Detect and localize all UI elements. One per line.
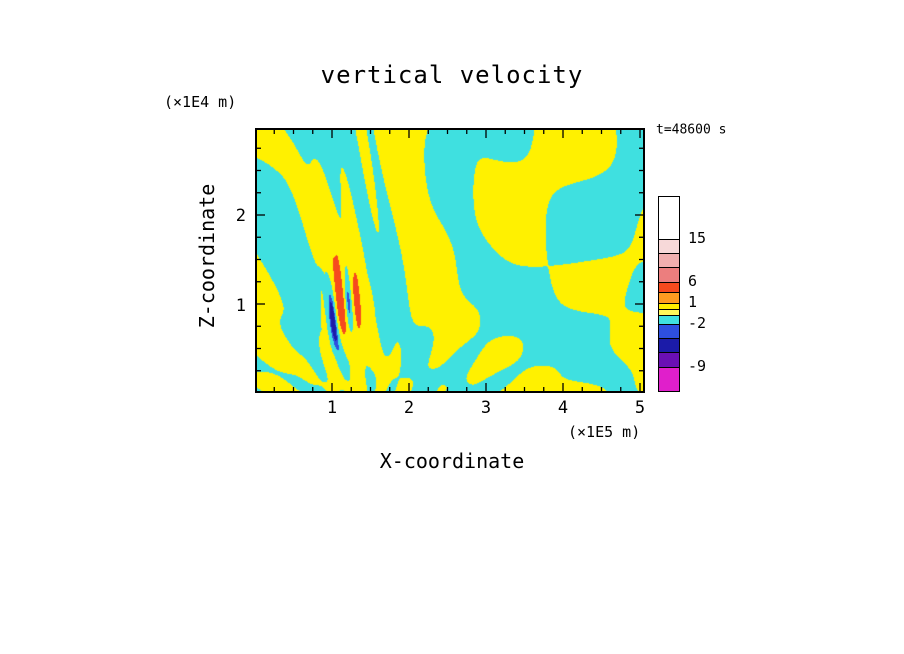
- colorbar-segment: [659, 309, 679, 315]
- colorbar-label-6: 6: [688, 272, 698, 290]
- heatmap-field: [255, 128, 645, 393]
- colorbar-segment: [659, 303, 679, 309]
- colorbar-label-1: 1: [688, 293, 698, 311]
- y-axis-unit-label: (×1E4 m): [164, 93, 237, 111]
- colorbar-label-m9: -9: [688, 357, 707, 375]
- x-tick-label-2: 2: [403, 398, 415, 418]
- x-tick-label-1: 1: [326, 398, 338, 418]
- colorbar-segment: [659, 282, 679, 292]
- colorbar-segment: [659, 352, 679, 367]
- x-tick-label-3: 3: [480, 398, 492, 418]
- colorbar-segment: [659, 324, 679, 338]
- x-axis-title: X-coordinate: [379, 449, 525, 473]
- chart-title: vertical velocity: [320, 61, 584, 89]
- colorbar-label-m2: -2: [688, 314, 707, 332]
- colorbar-segment: [659, 253, 679, 267]
- colorbar: [658, 196, 680, 392]
- x-tick-label-4: 4: [557, 398, 569, 418]
- x-axis-unit-label: (×1E5 m): [568, 423, 641, 441]
- colorbar-label-15: 15: [688, 229, 707, 247]
- colorbar-segment: [659, 367, 679, 391]
- time-annotation: t=48600 s: [656, 122, 727, 138]
- y-tick-label-1: 1: [235, 296, 246, 316]
- colorbar-segment: [659, 315, 679, 324]
- y-tick-label-2: 2: [235, 206, 246, 226]
- colorbar-segment: [659, 267, 679, 282]
- y-axis-title: Z-coordinate: [195, 183, 219, 329]
- colorbar-segment: [659, 338, 679, 352]
- colorbar-segment: [659, 292, 679, 303]
- x-tick-label-5: 5: [634, 398, 646, 418]
- colorbar-segment: [659, 197, 679, 239]
- colorbar-segment: [659, 239, 679, 253]
